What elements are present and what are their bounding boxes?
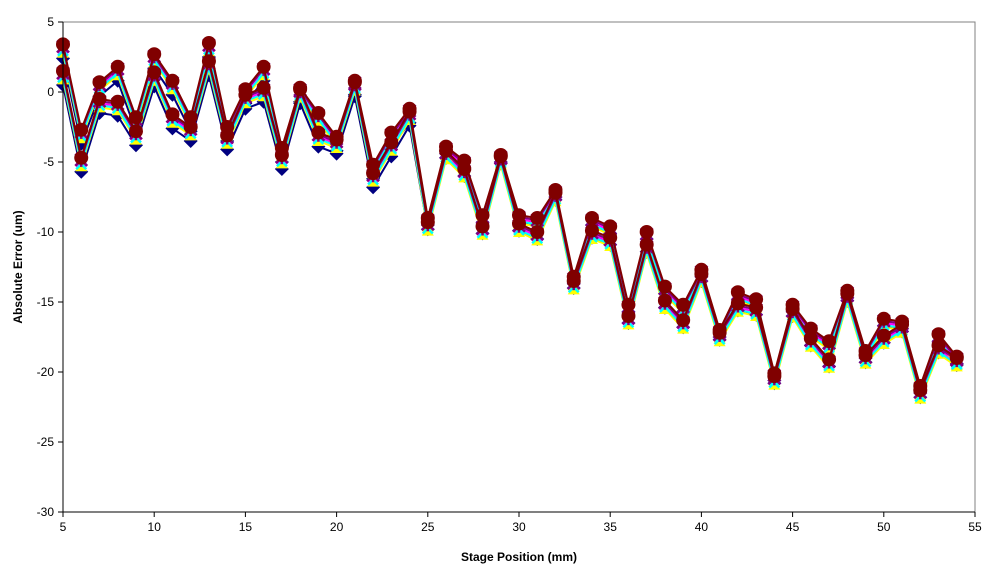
data-point — [311, 125, 326, 140]
data-point — [92, 75, 107, 90]
data-point — [165, 73, 180, 88]
data-point — [603, 219, 618, 234]
data-point — [183, 110, 198, 125]
data-point — [858, 348, 873, 363]
y-tick-label: -10 — [37, 225, 55, 239]
series-layer — [56, 36, 964, 405]
data-point — [183, 120, 198, 134]
x-tick-label: 25 — [421, 520, 435, 534]
x-tick-label: 55 — [968, 520, 982, 534]
data-point — [822, 334, 837, 349]
data-point — [110, 94, 125, 109]
data-point — [530, 225, 545, 239]
data-point — [712, 325, 727, 340]
data-point — [110, 59, 125, 74]
data-point — [220, 128, 235, 143]
data-point — [949, 351, 964, 365]
y-tick-label: -15 — [37, 295, 55, 309]
data-point — [566, 274, 581, 288]
data-point — [694, 267, 709, 281]
data-point — [274, 148, 289, 162]
data-point — [457, 162, 472, 176]
data-point — [657, 293, 672, 308]
data-point — [512, 216, 526, 231]
x-tick-label: 50 — [877, 520, 891, 534]
data-point — [803, 321, 818, 336]
data-point — [256, 80, 271, 95]
data-point — [621, 309, 636, 323]
y-tick-label: -20 — [37, 365, 55, 379]
data-point — [639, 225, 654, 239]
data-point — [913, 383, 928, 398]
data-point — [165, 107, 180, 122]
data-point — [676, 297, 691, 312]
data-point — [584, 211, 599, 225]
data-point — [74, 150, 89, 165]
y-tick-label: -25 — [37, 435, 55, 449]
data-point — [475, 219, 490, 234]
data-point — [493, 149, 508, 164]
data-point — [128, 124, 143, 139]
data-point — [384, 135, 399, 150]
data-point — [931, 327, 946, 342]
series-6-circle — [56, 36, 964, 398]
data-point — [876, 311, 891, 326]
data-point — [621, 297, 636, 312]
x-tick-label: 40 — [695, 520, 709, 534]
data-point — [584, 223, 599, 238]
x-tick-label: 20 — [330, 520, 344, 534]
data-point — [931, 338, 946, 353]
x-tick-label: 15 — [239, 520, 253, 534]
data-point — [639, 237, 654, 252]
x-tick-label: 10 — [148, 520, 162, 534]
y-tick-label: -30 — [37, 505, 55, 519]
data-point — [311, 106, 326, 120]
data-point — [603, 230, 618, 245]
data-point — [530, 211, 545, 225]
data-point — [657, 279, 672, 294]
data-point — [238, 87, 253, 102]
data-point — [749, 300, 764, 315]
x-tick-label: 45 — [786, 520, 800, 534]
data-point — [895, 317, 910, 332]
data-point — [730, 296, 745, 311]
data-point — [548, 185, 563, 200]
data-point — [128, 110, 143, 125]
data-point — [420, 215, 435, 230]
data-point — [293, 82, 308, 97]
data-point — [439, 143, 454, 158]
data-point — [803, 331, 818, 346]
data-point — [384, 125, 399, 140]
data-point — [74, 122, 89, 137]
data-point — [475, 208, 490, 223]
data-point — [840, 286, 855, 301]
y-tick-label: 0 — [47, 85, 54, 99]
data-point — [201, 54, 216, 69]
data-point — [347, 75, 362, 90]
y-tick-label: 5 — [47, 15, 54, 29]
data-point — [147, 47, 162, 62]
x-tick-label: 5 — [60, 520, 67, 534]
x-tick-label: 35 — [604, 520, 618, 534]
x-axis-label: Stage Position (mm) — [461, 550, 577, 564]
data-point — [876, 328, 891, 343]
y-axis-label: Absolute Error (um) — [11, 210, 25, 323]
data-point — [402, 104, 417, 119]
data-point — [201, 36, 216, 50]
data-point — [676, 313, 691, 328]
data-point — [730, 285, 745, 300]
data-point — [822, 352, 837, 367]
data-point — [366, 166, 381, 181]
data-point — [329, 132, 344, 147]
data-point — [785, 302, 800, 316]
data-point — [256, 59, 271, 74]
y-tick-label: -5 — [43, 155, 54, 169]
data-point — [767, 369, 782, 384]
x-tick-label: 30 — [512, 520, 526, 534]
data-point — [92, 92, 107, 106]
data-point — [147, 65, 162, 80]
